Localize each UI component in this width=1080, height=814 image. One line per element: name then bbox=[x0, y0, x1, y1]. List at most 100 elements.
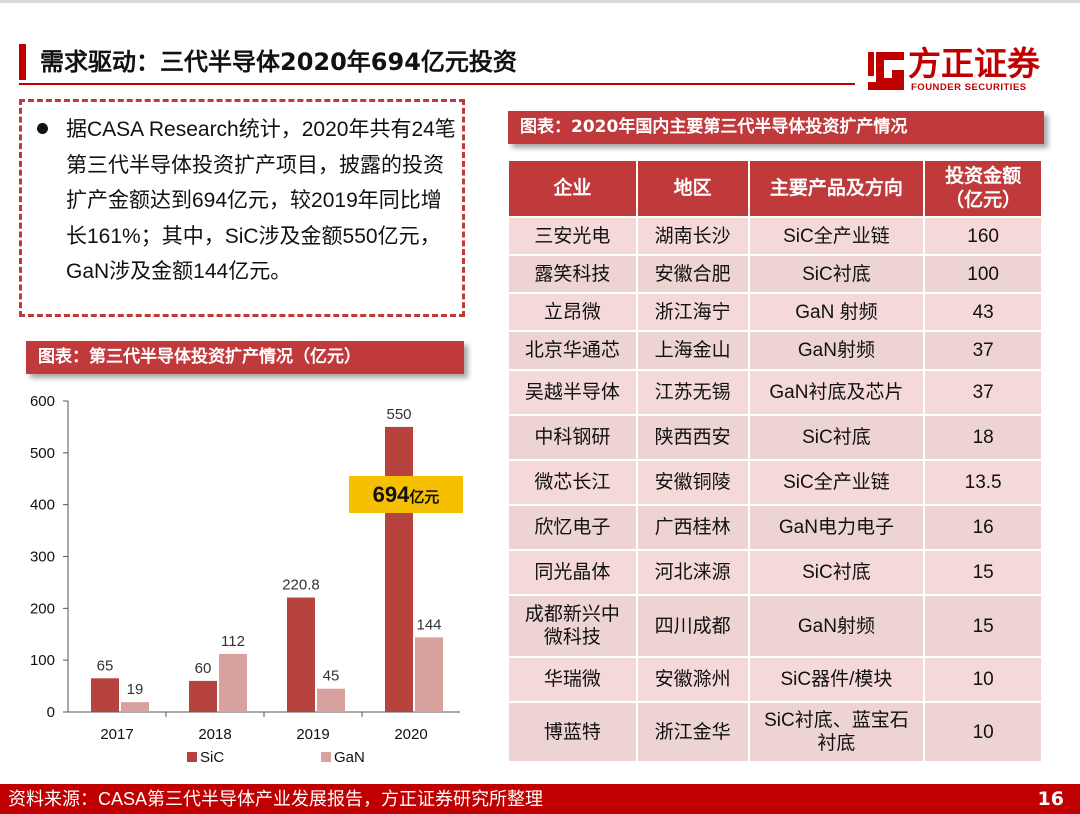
total-callout-label: 694亿元 bbox=[373, 482, 440, 507]
col-header-amount-label: 投资金额（亿元） bbox=[945, 165, 1022, 211]
bar-sic bbox=[91, 678, 119, 712]
cell-region: 江苏无锡 bbox=[637, 371, 748, 414]
x-tick-label: 2019 bbox=[296, 726, 329, 743]
cell-company: 博蓝特 bbox=[509, 703, 636, 761]
bar-sic bbox=[189, 680, 217, 712]
title-accent-bar bbox=[19, 44, 26, 80]
x-tick-label: 2018 bbox=[198, 726, 231, 743]
investment-table: 企业 地区 主要产品及方向 投资金额（亿元） 三安光电 湖南长沙 SiC全产业链… bbox=[507, 159, 1043, 763]
data-label: 220.8 bbox=[282, 577, 320, 594]
cell-company: 立昂微 bbox=[509, 294, 636, 330]
cell-region: 浙江海宁 bbox=[637, 294, 748, 330]
cell-amount: 160 bbox=[925, 218, 1041, 254]
cell-amount: 15 bbox=[925, 551, 1041, 594]
cell-company: 欣忆电子 bbox=[509, 506, 636, 549]
cell-product: SiC衬底 bbox=[749, 551, 924, 594]
bar-gan bbox=[121, 702, 149, 712]
table-row: 露笑科技 安徽合肥 SiC衬底 100 bbox=[509, 256, 1041, 292]
cell-product: SiC全产业链 bbox=[749, 461, 924, 504]
table-row: 同光晶体 河北涞源 SiC衬底 15 bbox=[509, 551, 1041, 594]
data-label: 65 bbox=[97, 657, 114, 674]
cell-amount: 18 bbox=[925, 416, 1041, 459]
callout-number: 694 bbox=[373, 482, 410, 507]
table-row: 微芯长江 安徽铜陵 SiC全产业链 13.5 bbox=[509, 461, 1041, 504]
data-label: 60 bbox=[195, 660, 212, 677]
x-tick-label: 2017 bbox=[100, 726, 133, 743]
col-header-product: 主要产品及方向 bbox=[749, 161, 924, 216]
cell-region: 四川成都 bbox=[637, 596, 748, 656]
y-tick-label: 500 bbox=[30, 445, 55, 462]
cell-company: 同光晶体 bbox=[509, 551, 636, 594]
col-header-amount: 投资金额（亿元） bbox=[925, 161, 1041, 216]
y-tick-label: 0 bbox=[47, 704, 55, 721]
cell-company: 微芯长江 bbox=[509, 461, 636, 504]
col-header-company: 企业 bbox=[509, 161, 636, 216]
table-row: 北京华通芯 上海金山 GaN射频 37 bbox=[509, 332, 1041, 369]
chart-section-label: 图表：第三代半导体投资扩产情况（亿元） bbox=[26, 341, 464, 374]
cell-company-text: 成都新兴中微科技 bbox=[524, 604, 620, 648]
cell-product: SiC衬底 bbox=[749, 256, 924, 292]
cell-product: SiC器件/模块 bbox=[749, 658, 924, 701]
table-section-label: 图表：2020年国内主要第三代半导体投资扩产情况 bbox=[508, 111, 1044, 144]
total-callout bbox=[349, 476, 463, 513]
table-row: 立昂微 浙江海宁 GaN 射频 43 bbox=[509, 294, 1041, 330]
data-label: 550 bbox=[386, 406, 411, 423]
cell-region: 陕西西安 bbox=[637, 416, 748, 459]
table-row: 吴越半导体 江苏无锡 GaN衬底及芯片 37 bbox=[509, 371, 1041, 414]
page-number: 16 bbox=[1037, 788, 1064, 810]
footer-bar: 资料来源：CASA第三代半导体产业发展报告，方正证券研究所整理 16 bbox=[0, 784, 1080, 814]
table-row: 华瑞微 安徽滁州 SiC器件/模块 10 bbox=[509, 658, 1041, 701]
cell-region: 安徽铜陵 bbox=[637, 461, 748, 504]
logo-text-cn: 方正证券 bbox=[908, 44, 1040, 83]
legend-swatch-gan bbox=[321, 752, 331, 762]
header-divider bbox=[19, 83, 855, 85]
data-label: 144 bbox=[416, 616, 441, 633]
cell-amount: 10 bbox=[925, 658, 1041, 701]
data-label: 45 bbox=[323, 668, 340, 685]
y-tick-label: 300 bbox=[30, 549, 55, 566]
table-row: 欣忆电子 广西桂林 GaN电力电子 16 bbox=[509, 506, 1041, 549]
cell-product: GaN 射频 bbox=[749, 294, 924, 330]
bar-sic bbox=[287, 597, 315, 712]
cell-amount: 16 bbox=[925, 506, 1041, 549]
cell-company: 中科钢研 bbox=[509, 416, 636, 459]
cell-product-text: SiC衬底、蓝宝石衬底 bbox=[764, 710, 909, 754]
bar-gan bbox=[415, 637, 443, 712]
cell-product: GaN电力电子 bbox=[749, 506, 924, 549]
cell-company: 三安光电 bbox=[509, 218, 636, 254]
cell-amount: 100 bbox=[925, 256, 1041, 292]
cell-company: 华瑞微 bbox=[509, 658, 636, 701]
cell-region: 广西桂林 bbox=[637, 506, 748, 549]
cell-region: 安徽滁州 bbox=[637, 658, 748, 701]
cell-product: GaN射频 bbox=[749, 332, 924, 369]
y-tick-label: 200 bbox=[30, 600, 55, 617]
bullet-icon bbox=[37, 123, 48, 134]
y-tick-label: 400 bbox=[30, 497, 55, 514]
cell-amount: 37 bbox=[925, 332, 1041, 369]
cell-region: 湖南长沙 bbox=[637, 218, 748, 254]
cell-product: SiC衬底 bbox=[749, 416, 924, 459]
legend-swatch-sic bbox=[187, 752, 197, 762]
table-row: 博蓝特 浙江金华 SiC衬底、蓝宝石衬底 10 bbox=[509, 703, 1041, 761]
cell-amount: 15 bbox=[925, 596, 1041, 656]
cell-product: SiC衬底、蓝宝石衬底 bbox=[749, 703, 924, 761]
cell-region: 安徽合肥 bbox=[637, 256, 748, 292]
logo-text-en: FOUNDER SECURITIES bbox=[911, 82, 1027, 93]
cell-product: SiC全产业链 bbox=[749, 218, 924, 254]
cell-product: GaN射频 bbox=[749, 596, 924, 656]
cell-company: 露笑科技 bbox=[509, 256, 636, 292]
cell-company: 北京华通芯 bbox=[509, 332, 636, 369]
callout-unit: 亿元 bbox=[409, 488, 439, 506]
bar-sic bbox=[385, 426, 413, 712]
bar-gan bbox=[219, 653, 247, 712]
summary-box: 据CASA Research统计，2020年共有24笔第三代半导体投资扩产项目，… bbox=[19, 99, 465, 317]
cell-amount: 37 bbox=[925, 371, 1041, 414]
y-tick-label: 100 bbox=[30, 652, 55, 669]
source-note: 资料来源：CASA第三代半导体产业发展报告，方正证券研究所整理 bbox=[8, 789, 544, 809]
cell-product: GaN衬底及芯片 bbox=[749, 371, 924, 414]
data-label: 19 bbox=[127, 681, 144, 698]
cell-region: 河北涞源 bbox=[637, 551, 748, 594]
table-header-row: 企业 地区 主要产品及方向 投资金额（亿元） bbox=[509, 161, 1041, 216]
summary-text: 据CASA Research统计，2020年共有24笔第三代半导体投资扩产项目，… bbox=[66, 118, 456, 283]
page-title: 需求驱动：三代半导体2020年694亿元投资 bbox=[40, 48, 517, 76]
